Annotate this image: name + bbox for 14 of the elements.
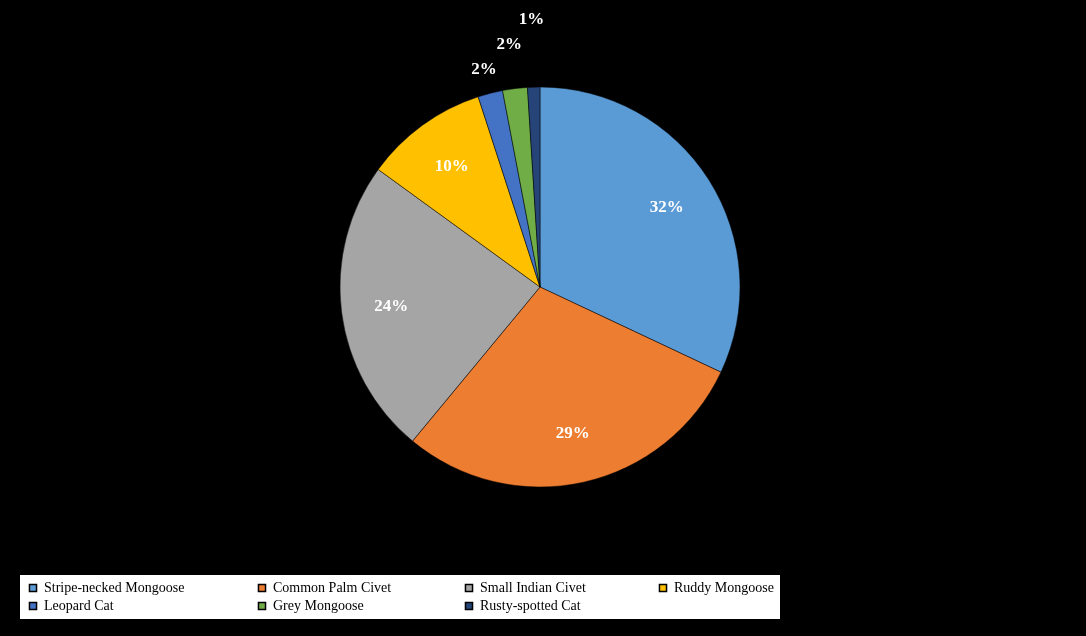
- legend-label: Ruddy Mongoose: [674, 580, 774, 595]
- data-label: 24%: [374, 295, 409, 315]
- legend-label: Grey Mongoose: [273, 598, 364, 613]
- data-label: 32%: [649, 196, 684, 216]
- data-label: 2%: [496, 33, 523, 53]
- legend-label: Leopard Cat: [44, 598, 114, 613]
- data-label: 10%: [434, 155, 469, 175]
- legend-label: Small Indian Civet: [480, 580, 586, 595]
- data-label: 1%: [518, 9, 545, 29]
- data-label: 29%: [555, 423, 590, 443]
- data-label: 2%: [471, 59, 497, 79]
- legend-label: Stripe-necked Mongoose: [44, 580, 185, 595]
- legend-label: Common Palm Civet: [273, 580, 392, 595]
- legend-label: Rusty-spotted Cat: [480, 598, 581, 613]
